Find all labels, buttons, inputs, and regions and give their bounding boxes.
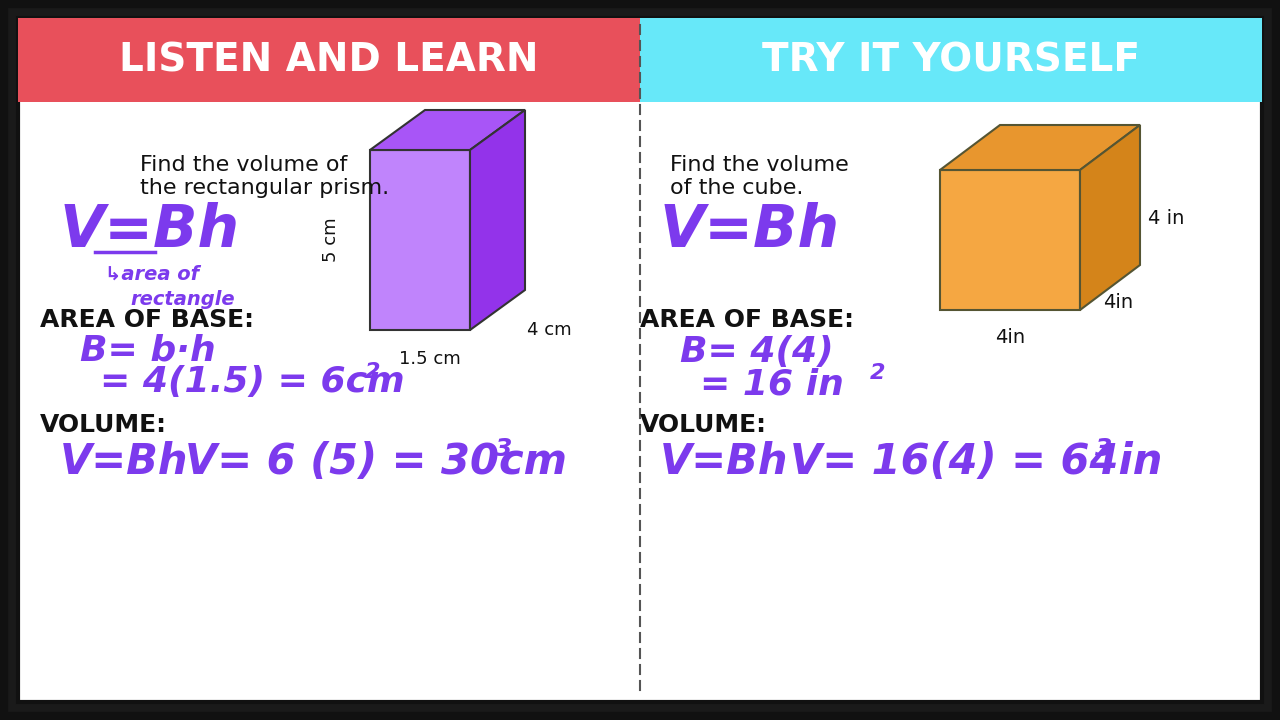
Text: 4 cm: 4 cm <box>527 321 572 339</box>
Text: = 4(1.5) = 6cm: = 4(1.5) = 6cm <box>100 365 404 399</box>
Text: AREA OF BASE:: AREA OF BASE: <box>40 308 253 332</box>
Text: 3: 3 <box>1094 437 1112 461</box>
Text: 2: 2 <box>365 362 380 382</box>
Text: V= 6 (5) = 30cm: V= 6 (5) = 30cm <box>186 441 567 483</box>
Text: TRY IT YOURSELF: TRY IT YOURSELF <box>762 41 1140 79</box>
Text: 1.5 cm: 1.5 cm <box>399 350 461 368</box>
Text: VOLUME:: VOLUME: <box>40 413 166 437</box>
Polygon shape <box>940 125 1140 170</box>
Bar <box>640 18 1262 102</box>
Text: AREA OF BASE:: AREA OF BASE: <box>640 308 854 332</box>
Polygon shape <box>470 110 525 330</box>
Text: B= b·h: B= b·h <box>81 333 216 367</box>
Text: ↳area of: ↳area of <box>105 265 200 284</box>
Text: 4in: 4in <box>995 328 1025 347</box>
Text: Find the volume
of the cube.: Find the volume of the cube. <box>669 155 849 198</box>
Text: = 16 in: = 16 in <box>700 367 844 401</box>
Polygon shape <box>370 150 470 330</box>
Text: rectangle: rectangle <box>131 290 234 309</box>
Text: LISTEN AND LEARN: LISTEN AND LEARN <box>119 41 539 79</box>
Text: V=Bh: V=Bh <box>60 441 188 483</box>
Polygon shape <box>940 170 1080 310</box>
Text: 4in: 4in <box>1103 293 1133 312</box>
FancyBboxPatch shape <box>18 18 1262 702</box>
Text: V= 16(4) = 64in: V= 16(4) = 64in <box>790 441 1162 483</box>
Text: V=Bh: V=Bh <box>60 202 241 258</box>
Polygon shape <box>370 110 525 150</box>
Text: 5 cm: 5 cm <box>323 217 340 262</box>
Text: V=Bh: V=Bh <box>660 441 788 483</box>
Polygon shape <box>1080 125 1140 310</box>
Text: Find the volume of
the rectangular prism.: Find the volume of the rectangular prism… <box>140 155 389 198</box>
Bar <box>18 18 640 102</box>
Text: V=Bh: V=Bh <box>660 202 840 258</box>
Text: B= 4(4): B= 4(4) <box>680 335 833 369</box>
Text: 4 in: 4 in <box>1148 209 1184 228</box>
Text: VOLUME:: VOLUME: <box>640 413 767 437</box>
Text: 3: 3 <box>495 437 512 461</box>
Text: 2: 2 <box>870 363 886 383</box>
